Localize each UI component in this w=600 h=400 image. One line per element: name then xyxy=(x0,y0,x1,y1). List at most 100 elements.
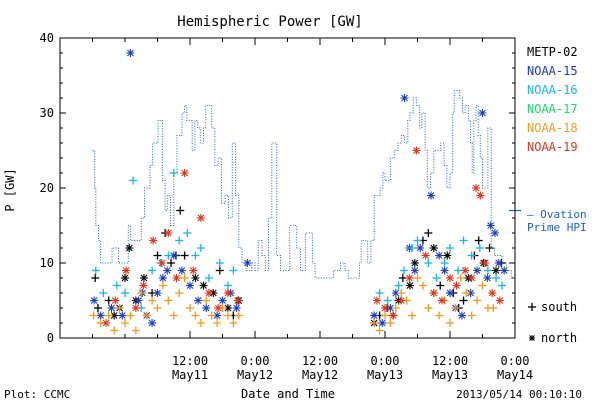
x-tick-date: May14 xyxy=(497,368,533,382)
noaa-18-south-point xyxy=(186,304,194,312)
marker-stroke xyxy=(224,304,232,312)
marker-stroke xyxy=(491,229,499,237)
marker-stroke xyxy=(370,312,378,319)
y-tick-label: 0 xyxy=(47,331,54,345)
noaa-19-north-point xyxy=(223,289,232,297)
marker-stroke xyxy=(387,304,394,312)
noaa-16-south-point xyxy=(223,281,232,290)
noaa-16-south-point xyxy=(229,266,238,275)
noaa-15-north-point xyxy=(500,266,509,275)
y-tick-label: 40 xyxy=(40,31,54,45)
marker-stroke xyxy=(479,109,486,117)
marker-stroke xyxy=(132,304,140,312)
marker-stroke xyxy=(111,297,119,304)
metp-02-north-point xyxy=(191,274,200,282)
x-tick-date: May13 xyxy=(432,368,468,382)
noaa-18-south-point xyxy=(408,311,417,320)
marker-stroke xyxy=(173,274,180,282)
marker-stroke xyxy=(224,289,232,297)
noaa-18-south-point xyxy=(375,326,384,335)
noaa-16-south-point xyxy=(394,281,403,290)
marker-stroke xyxy=(458,312,466,319)
noaa-15-north-point xyxy=(400,94,409,102)
noaa-19-north-point xyxy=(495,296,504,305)
marker-stroke xyxy=(118,312,126,319)
noaa-18-south-point xyxy=(234,311,243,320)
noaa-18-south-point xyxy=(207,311,216,320)
marker-stroke xyxy=(214,304,222,312)
noaa-15-north-point xyxy=(232,304,241,312)
noaa-16-south-point xyxy=(129,176,138,185)
hpi-line xyxy=(92,90,516,279)
y-tick-label: 20 xyxy=(40,181,54,195)
noaa-16-south-point xyxy=(432,274,441,282)
x-tick-time: 12:00 xyxy=(432,354,468,368)
noaa-19-north-point xyxy=(476,191,485,200)
marker-stroke xyxy=(492,267,500,274)
chart-title: Hemispheric Power [GW] xyxy=(177,14,362,30)
noaa-16-south-point xyxy=(191,251,200,260)
marker-stroke xyxy=(181,169,188,177)
marker-stroke xyxy=(461,267,469,274)
marker-stroke xyxy=(422,252,430,259)
marker-stroke xyxy=(108,304,115,312)
noaa-18-south-point xyxy=(148,296,157,305)
noaa-19-north-point xyxy=(381,304,389,312)
noaa-18-south-point xyxy=(153,304,162,312)
marker-stroke xyxy=(401,94,408,102)
noaa-15-north-point xyxy=(186,281,194,290)
noaa-16-south-point xyxy=(498,281,506,290)
marker-stroke xyxy=(430,289,438,297)
marker-stroke xyxy=(200,282,207,289)
noaa-15-north-point xyxy=(218,296,227,305)
noaa-16-south-point xyxy=(459,236,468,245)
marker-stroke xyxy=(427,192,435,199)
y-axis-ticks: 0 10 20 30 40 xyxy=(40,31,515,345)
noaa-19-north-point xyxy=(214,304,223,312)
noaa-15-north-point xyxy=(457,311,466,320)
marker-stroke xyxy=(472,184,480,192)
noaa-15-north-point xyxy=(148,319,157,327)
noaa-15-north-point xyxy=(370,311,379,320)
marker-stroke xyxy=(453,282,460,289)
x-tick-date: May12 xyxy=(237,368,273,382)
marker-stroke xyxy=(413,147,420,154)
marker-stroke xyxy=(467,289,474,297)
noaa-15-north-point xyxy=(90,296,99,305)
noaa-15-north-point xyxy=(202,304,211,312)
noaa-18-south-point xyxy=(473,296,482,305)
legend-item-noaa-15: NOAA-15 xyxy=(527,64,578,78)
noaa-16-south-point xyxy=(440,259,449,267)
metp-02-south-point xyxy=(474,236,483,245)
marker-stroke xyxy=(473,267,481,274)
noaa-16-south-point xyxy=(413,236,422,245)
noaa-18-south-point xyxy=(424,304,433,312)
marker-stroke xyxy=(197,214,205,222)
metp-02-north-point xyxy=(121,274,129,282)
plot-frame xyxy=(59,37,516,339)
noaa-18-south-point xyxy=(89,311,98,320)
noaa-19-north-point xyxy=(139,281,148,290)
noaa-16-south-point xyxy=(215,259,224,267)
noaa-16-south-point xyxy=(408,244,417,252)
noaa-19-north-point xyxy=(189,266,198,275)
marker-stroke xyxy=(202,304,210,312)
noaa-19-north-point xyxy=(233,296,242,305)
marker-stroke xyxy=(125,244,133,252)
metp-02-north-point xyxy=(410,259,419,267)
marker-stroke xyxy=(476,192,484,199)
noaa-19-north-point xyxy=(149,236,158,245)
noaa-15-north-point xyxy=(153,289,162,297)
noaa-18-south-point xyxy=(370,319,379,327)
marker-stroke xyxy=(500,267,508,274)
noaa-15-north-point xyxy=(478,109,487,117)
y-tick-label: 30 xyxy=(40,106,54,120)
noaa-15-north-point xyxy=(378,319,387,327)
marker-legend-symbol xyxy=(529,335,535,341)
noaa-18-south-point xyxy=(180,274,189,282)
marker-stroke xyxy=(435,252,443,259)
noaa-16-south-point xyxy=(204,274,213,282)
marker-stroke xyxy=(140,274,148,282)
noaa-19-north-point xyxy=(461,266,470,275)
